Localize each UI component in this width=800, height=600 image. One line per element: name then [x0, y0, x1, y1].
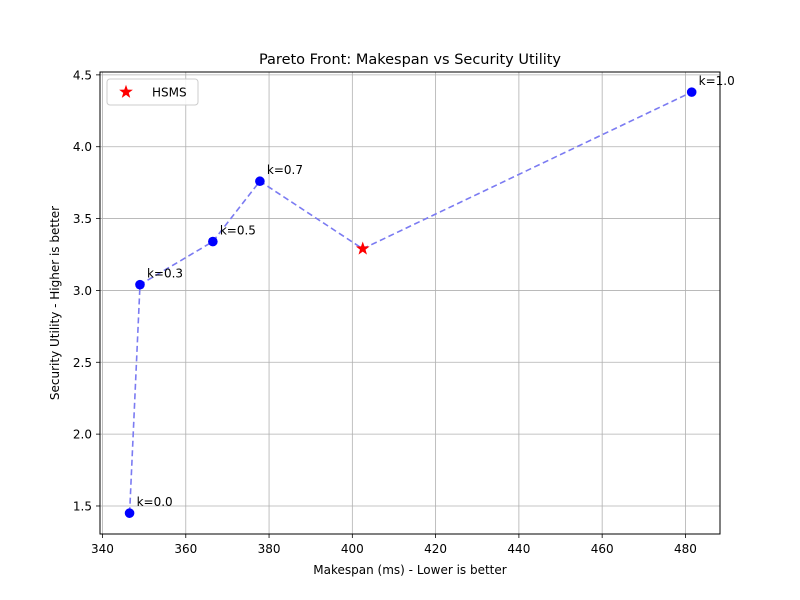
plot-frame — [99, 71, 721, 535]
y-axis-label: Security Utility - Higher is better — [48, 206, 62, 400]
point-label: k=0.0 — [137, 495, 173, 509]
y-tick-label: 1.5 — [73, 499, 92, 513]
y-tick-label: 4.5 — [73, 68, 92, 82]
pareto-point — [135, 279, 145, 290]
pareto-point — [686, 87, 697, 97]
x-tick-label: 400 — [341, 542, 364, 556]
point-label: k=0.3 — [147, 267, 183, 281]
x-tick-label: 360 — [174, 542, 197, 556]
x-tick-label: 460 — [591, 542, 614, 556]
x-axis-label: Makespan (ms) - Lower is better — [313, 563, 506, 577]
y-axis-ticks: 1.5 2.0 2.5 3.0 3.5 4.0 4.5 — [73, 68, 100, 513]
y-tick-label: 4.0 — [73, 140, 92, 154]
pareto-point — [255, 176, 265, 187]
x-axis-ticks: 340 360 380 400 420 440 460 480 — [91, 534, 697, 556]
legend-label-hsms: HSMS — [152, 86, 187, 100]
pareto-point — [124, 508, 135, 518]
x-tick-label: 440 — [507, 542, 530, 556]
pareto-point — [208, 236, 218, 247]
pareto-front-line — [128, 91, 693, 514]
point-label: k=0.5 — [220, 224, 256, 238]
x-tick-label: 480 — [674, 542, 697, 556]
legend: HSMS — [106, 78, 199, 106]
point-label: k=0.7 — [267, 163, 303, 177]
series-line — [128, 91, 693, 514]
hsms-point — [355, 241, 370, 255]
point-labels: k=0.0 k=0.3 k=0.5 k=0.7 k=1.0 — [137, 74, 735, 509]
y-tick-label: 2.0 — [73, 428, 92, 442]
y-tick-label: 2.5 — [73, 356, 92, 370]
y-tick-label: 3.5 — [73, 212, 92, 226]
point-label: k=1.0 — [699, 74, 735, 88]
x-tick-label: 420 — [424, 542, 447, 556]
x-tick-label: 340 — [91, 542, 114, 556]
legend-box — [106, 78, 199, 106]
y-tick-label: 3.0 — [73, 284, 92, 298]
x-tick-label: 380 — [258, 542, 281, 556]
grid — [100, 72, 720, 534]
points — [124, 87, 697, 518]
legend-marker-hsms — [119, 84, 133, 98]
chart-title: Pareto Front: Makespan vs Security Utili… — [259, 52, 561, 68]
